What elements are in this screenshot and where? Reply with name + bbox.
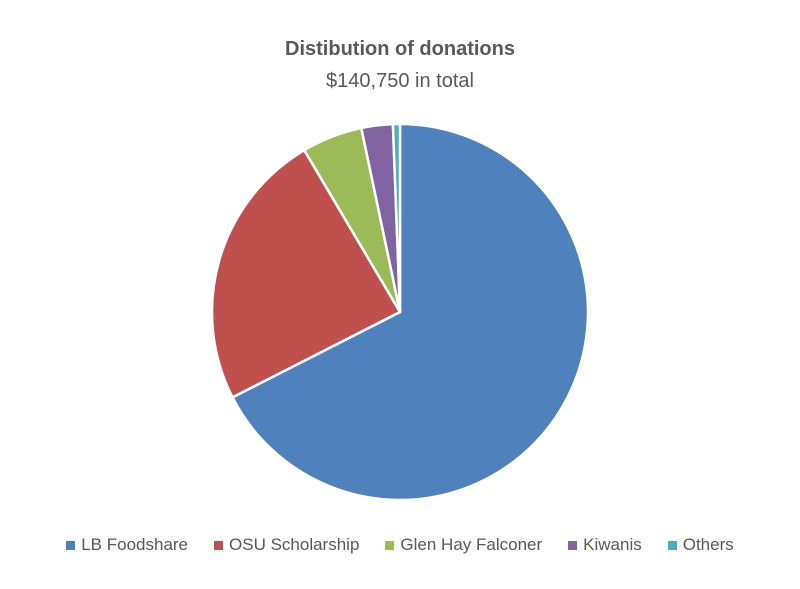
chart-title: Distibution of donations (285, 38, 515, 60)
legend-swatch (568, 540, 578, 550)
legend-label: Glen Hay Falconer (400, 535, 543, 554)
legend-item-glen-hay-falconer: Glen Hay Falconer (385, 535, 542, 555)
pie-slice-lb-foodshare (231, 122, 590, 502)
pie-slice-osu-scholarship (210, 148, 402, 399)
legend-label: LB Foodshare (81, 535, 189, 554)
legend-label: Others (682, 535, 734, 554)
legend-label: OSU Scholarship (229, 535, 360, 554)
legend-item-osu-scholarship: OSU Scholarship (214, 535, 359, 555)
legend-item-others: Others (667, 535, 734, 555)
legend-swatch (214, 540, 224, 550)
legend-label: Kiwanis (583, 535, 642, 554)
chart-subtitle: $140,750 in total (326, 70, 474, 92)
legend-swatch (667, 540, 677, 550)
chart-legend: LB Foodshare OSU Scholarship Glen Hay Falc… (0, 535, 800, 555)
legend-swatch (66, 540, 76, 550)
legend-item-lb-foodshare: LB Foodshare (66, 535, 188, 555)
legend-swatch (385, 540, 395, 550)
pie-slice-others (391, 122, 402, 314)
legend-item-kiwanis: Kiwanis (568, 535, 642, 555)
